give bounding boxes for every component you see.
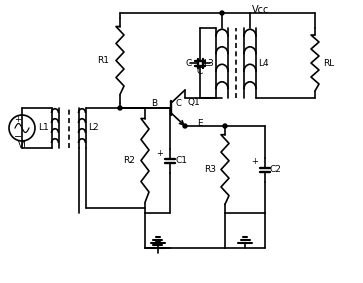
Text: C1: C1 bbox=[175, 156, 187, 165]
Text: C: C bbox=[175, 100, 181, 108]
Text: −: − bbox=[14, 132, 22, 142]
Text: L1: L1 bbox=[38, 123, 49, 132]
Circle shape bbox=[118, 106, 122, 110]
Text: +: + bbox=[156, 149, 163, 158]
Text: E: E bbox=[197, 119, 203, 128]
Text: R3: R3 bbox=[204, 165, 216, 174]
Text: B: B bbox=[151, 98, 157, 108]
Text: C: C bbox=[197, 67, 203, 76]
Text: C: C bbox=[186, 59, 192, 68]
Text: +: + bbox=[251, 158, 258, 166]
Text: RL: RL bbox=[323, 59, 334, 68]
Text: L3: L3 bbox=[203, 59, 214, 68]
Text: R2: R2 bbox=[123, 156, 135, 165]
Text: L4: L4 bbox=[258, 59, 269, 68]
Text: L2: L2 bbox=[89, 123, 99, 132]
Circle shape bbox=[183, 124, 187, 128]
Text: C2: C2 bbox=[270, 165, 282, 174]
Text: Vcc: Vcc bbox=[252, 5, 269, 15]
Text: Q1: Q1 bbox=[188, 98, 201, 108]
Text: +: + bbox=[15, 115, 21, 123]
Text: VI: VI bbox=[18, 142, 26, 151]
Circle shape bbox=[220, 11, 224, 15]
Circle shape bbox=[223, 124, 227, 128]
Text: R1: R1 bbox=[97, 56, 109, 65]
